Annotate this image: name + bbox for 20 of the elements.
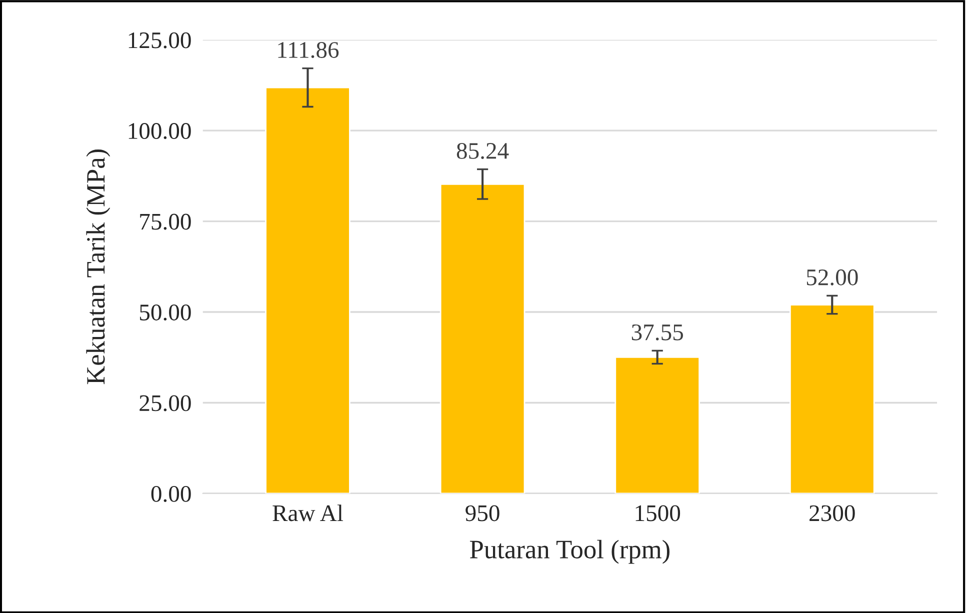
y-tick-label: 75.00 (140, 214, 191, 230)
x-tick-label: 950 (466, 505, 500, 522)
x-axis-title: Putaran Tool (rpm) (470, 540, 670, 564)
x-tick-label: 1500 (636, 505, 680, 522)
data-label: 111.86 (278, 42, 339, 58)
bar (614, 356, 700, 494)
data-label: 85.24 (456, 142, 509, 160)
data-label: 37.55 (632, 324, 683, 340)
x-tick-label: 2300 (810, 505, 855, 522)
y-tick-label: 25.00 (140, 395, 191, 412)
y-tick-label: 100.00 (128, 123, 191, 140)
y-axis-title: Kekuatan Tarik (MPa) (86, 150, 110, 384)
x-tick-label: Raw Al (272, 504, 344, 522)
y-tick-label: 125.00 (128, 32, 191, 48)
bar (440, 183, 526, 494)
y-tick-label: 50.00 (140, 304, 191, 321)
y-tick-label: 0.00 (151, 486, 191, 502)
bar (265, 86, 350, 494)
data-label: 52.00 (806, 269, 858, 286)
bar (789, 304, 875, 494)
